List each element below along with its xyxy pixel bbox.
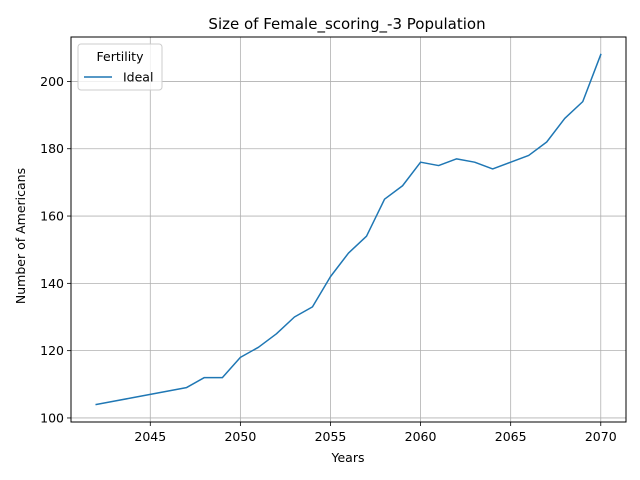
x-axis-label: Years	[331, 450, 365, 465]
y-tick-label: 160	[40, 209, 64, 224]
y-tick-label: 120	[40, 343, 64, 358]
legend-box	[77, 43, 163, 91]
y-tick-label: 140	[40, 276, 64, 291]
chart-title: Size of Female_scoring_-3 Population	[208, 15, 485, 34]
x-tick-label: 2065	[495, 429, 527, 444]
legend: Fertility Ideal	[77, 43, 163, 91]
y-tick-label: 180	[40, 141, 64, 156]
legend-label-ideal: Ideal	[123, 70, 153, 85]
series-layer	[95, 53, 602, 406]
x-tick-label: 2070	[585, 429, 617, 444]
y-tick-label: 200	[40, 74, 64, 89]
legend-title: Fertility	[97, 49, 145, 64]
plot-frame	[70, 36, 627, 423]
x-tick-label: 2060	[405, 429, 437, 444]
x-tick-label: 2050	[224, 429, 256, 444]
series-line-ideal	[95, 53, 602, 406]
x-tick-label: 2055	[315, 429, 347, 444]
axis-ticks: 2045 2050 2055 2060 2065 2070 100 120 140 160 180 2…	[40, 74, 617, 444]
x-tick-label: 2045	[134, 429, 166, 444]
y-tick-label: 100	[40, 410, 64, 425]
y-axis-label: Number of Americans	[13, 168, 28, 304]
grid-lines	[71, 37, 626, 422]
